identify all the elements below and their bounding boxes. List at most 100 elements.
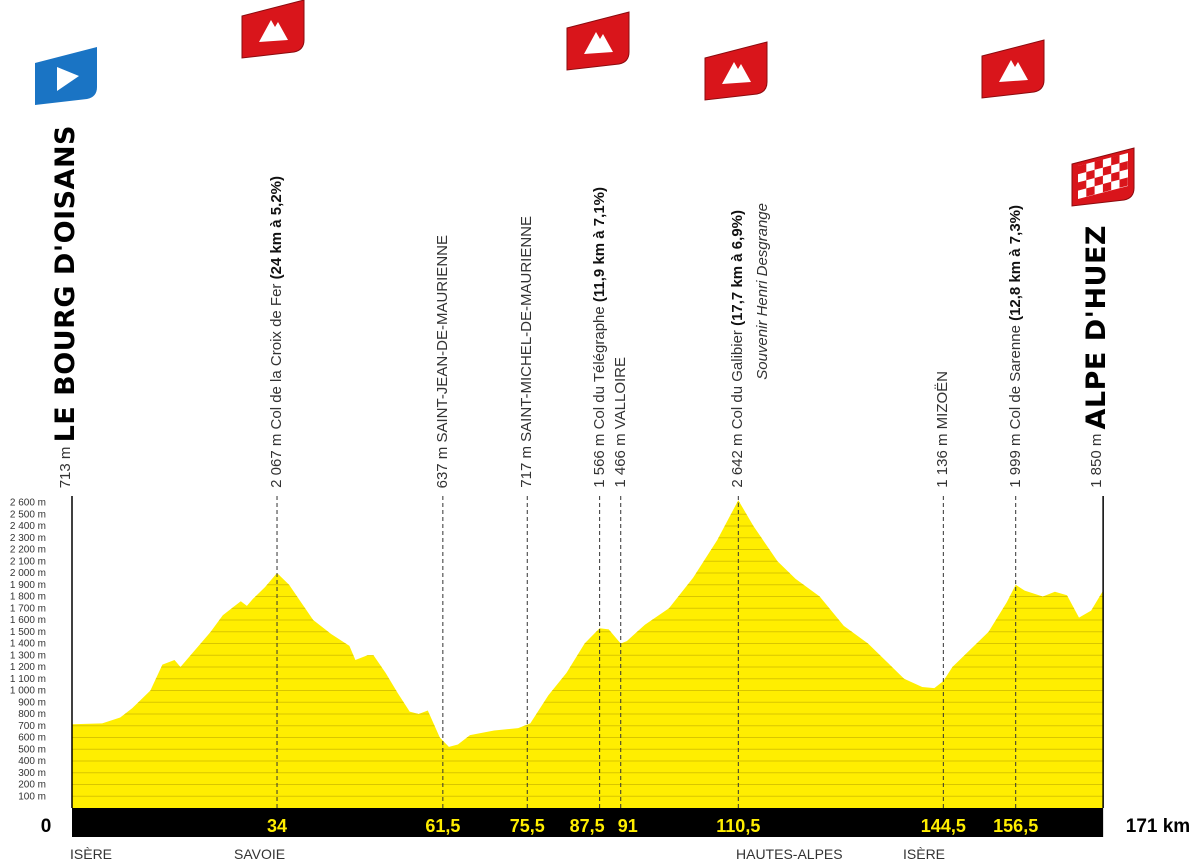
play-triangle-icon (57, 67, 79, 91)
waypoint-label: 1 850 m ALPE D'HUEZ (1081, 225, 1112, 488)
y-tick-label: 1 400 m (10, 639, 46, 650)
mountain-icon (259, 20, 288, 42)
y-tick-label: 1 500 m (10, 627, 46, 638)
km-label: 34 (267, 816, 287, 836)
y-tick-label: 1 200 m (10, 662, 46, 673)
mountain-icon (584, 32, 613, 54)
waypoint-label: 1 466 m VALLOIRE (612, 357, 630, 488)
y-tick-label: 400 m (18, 756, 46, 767)
y-tick-label: 200 m (18, 780, 46, 791)
checkered-square (1111, 155, 1120, 166)
checkered-square (1078, 180, 1087, 191)
climb-detail: (11,9 km à 7,1%) (590, 187, 608, 307)
waypoint-name: SAINT-JEAN-DE-MAURIENNE (433, 234, 451, 443)
waypoint-name: MIZOËN (934, 371, 952, 430)
km-label: 144,5 (921, 816, 966, 836)
y-tick-label: 2 400 m (10, 521, 46, 532)
checkered-square (1119, 177, 1128, 188)
climb-detail: (17,7 km à 6,9%) (729, 210, 747, 331)
y-tick-label: 1 300 m (10, 650, 46, 661)
y-tick-label: 1 000 m (10, 686, 46, 697)
waypoint-name: ALPE D'HUEZ (1081, 225, 1113, 430)
waypoint-elevation: 713 m (57, 442, 74, 488)
checkered-square (1111, 171, 1120, 182)
mountain-flag-icon (241, 0, 305, 59)
waypoint-name: LE BOURG D'OISANS (50, 124, 81, 443)
checkered-square (1086, 169, 1095, 181)
waypoint-name: Col de la Croix de Fer (268, 283, 286, 430)
checkered-square (1102, 181, 1112, 193)
elevation-profile-area (72, 500, 1104, 808)
y-tick-label: 2 300 m (10, 533, 46, 544)
checkered-square (1086, 186, 1095, 197)
km-label: 87,5 (570, 816, 605, 836)
waypoint-elevation: 1 999 m (1006, 429, 1024, 488)
y-tick-label: 1 900 m (10, 580, 46, 591)
region-label: ISÈRE (903, 846, 946, 862)
waypoint-label: 637 m SAINT-JEAN-DE-MAURIENNE (434, 235, 452, 488)
waypoint-elevation: 1 136 m (934, 429, 952, 488)
checkered-square (1094, 175, 1103, 187)
y-tick-label: 800 m (18, 709, 46, 720)
checkered-square (1102, 165, 1112, 176)
km-label: 75,5 (510, 816, 545, 836)
climb-detail: (12,8 km à 7,3%) (1006, 205, 1024, 326)
km-label: 61,5 (425, 816, 460, 836)
y-tick-label: 2 100 m (10, 556, 46, 567)
mountain-flag-icon (566, 11, 630, 71)
y-tick-label: 2 600 m (10, 498, 46, 509)
y-tick-label: 2 200 m (10, 545, 46, 556)
waypoint-elevation: 637 m (433, 442, 451, 488)
km-start-label: 0 (41, 816, 52, 837)
waypoint-label: 713 m LE BOURG D'OISANS (50, 125, 81, 488)
climb-detail: (24 km à 5,2%) (268, 176, 286, 284)
y-tick-label: 1 700 m (10, 603, 46, 614)
mountain-flag-icon (981, 39, 1045, 99)
y-tick-label: 700 m (18, 721, 46, 732)
region-label: SAVOIE (234, 846, 286, 862)
waypoint-elevation: 2 067 m (268, 429, 286, 488)
waypoint-label: 1 136 m MIZOËN (934, 371, 952, 488)
waypoint-elevation: 2 642 m (729, 429, 747, 488)
waypoint-label: 1 999 m Col de Sarenne (12,8 km à 7,3%) (1007, 205, 1025, 488)
waypoint-label: 2 067 m Col de la Croix de Fer (24 km à … (268, 176, 286, 488)
climb-subtitle: Souvenir Henri Desgrange (754, 203, 772, 380)
y-tick-label: 300 m (18, 768, 46, 779)
km-label: 110,5 (716, 816, 760, 836)
waypoint-name: Col du Galibier (729, 330, 747, 430)
mountain-flag-icon (704, 41, 768, 101)
checkered-square (1094, 159, 1103, 170)
km-end-label: 171 km (1126, 816, 1190, 837)
mountain-icon (999, 60, 1028, 82)
y-tick-label: 1 100 m (10, 674, 46, 685)
waypoint-elevation: 1 566 m (590, 429, 608, 488)
km-label: 156,5 (993, 816, 1038, 836)
waypoint-label: 1 566 m Col du Télégraphe (11,9 km à 7,1… (591, 187, 609, 488)
y-tick-label: 1 600 m (10, 615, 46, 626)
checkered-square (1119, 161, 1128, 172)
region-label: HAUTES-ALPES (736, 846, 843, 862)
waypoint-elevation: 1 466 m (611, 429, 629, 488)
km-label: 91 (618, 816, 638, 836)
waypoint-name: VALLOIRE (611, 357, 629, 430)
waypoint-elevation: 1 850 m (1088, 429, 1106, 488)
distance-bar (72, 808, 1104, 837)
y-tick-label: 2 000 m (10, 568, 46, 579)
waypoint-elevation: 717 m (518, 442, 536, 488)
waypoint-name: Col du Télégraphe (590, 306, 608, 430)
y-tick-label: 2 500 m (10, 509, 46, 520)
y-tick-label: 1 800 m (10, 592, 46, 603)
mountain-icon (722, 62, 751, 84)
y-tick-label: 100 m (18, 791, 46, 802)
y-tick-label: 500 m (18, 744, 46, 755)
waypoint-label: 2 642 m Col du Galibier (17,7 km à 6,9%) (729, 210, 747, 488)
y-tick-label: 900 m (18, 697, 46, 708)
finish-flag-icon (1071, 147, 1135, 207)
start-flag-icon (35, 47, 97, 105)
checkered-square (1078, 163, 1087, 175)
waypoint-label: 717 m SAINT-MICHEL-DE-MAURIENNE (518, 216, 536, 488)
waypoint-name: Col de Sarenne (1006, 325, 1024, 430)
waypoint-name: SAINT-MICHEL-DE-MAURIENNE (518, 216, 536, 443)
y-tick-label: 600 m (18, 733, 46, 744)
